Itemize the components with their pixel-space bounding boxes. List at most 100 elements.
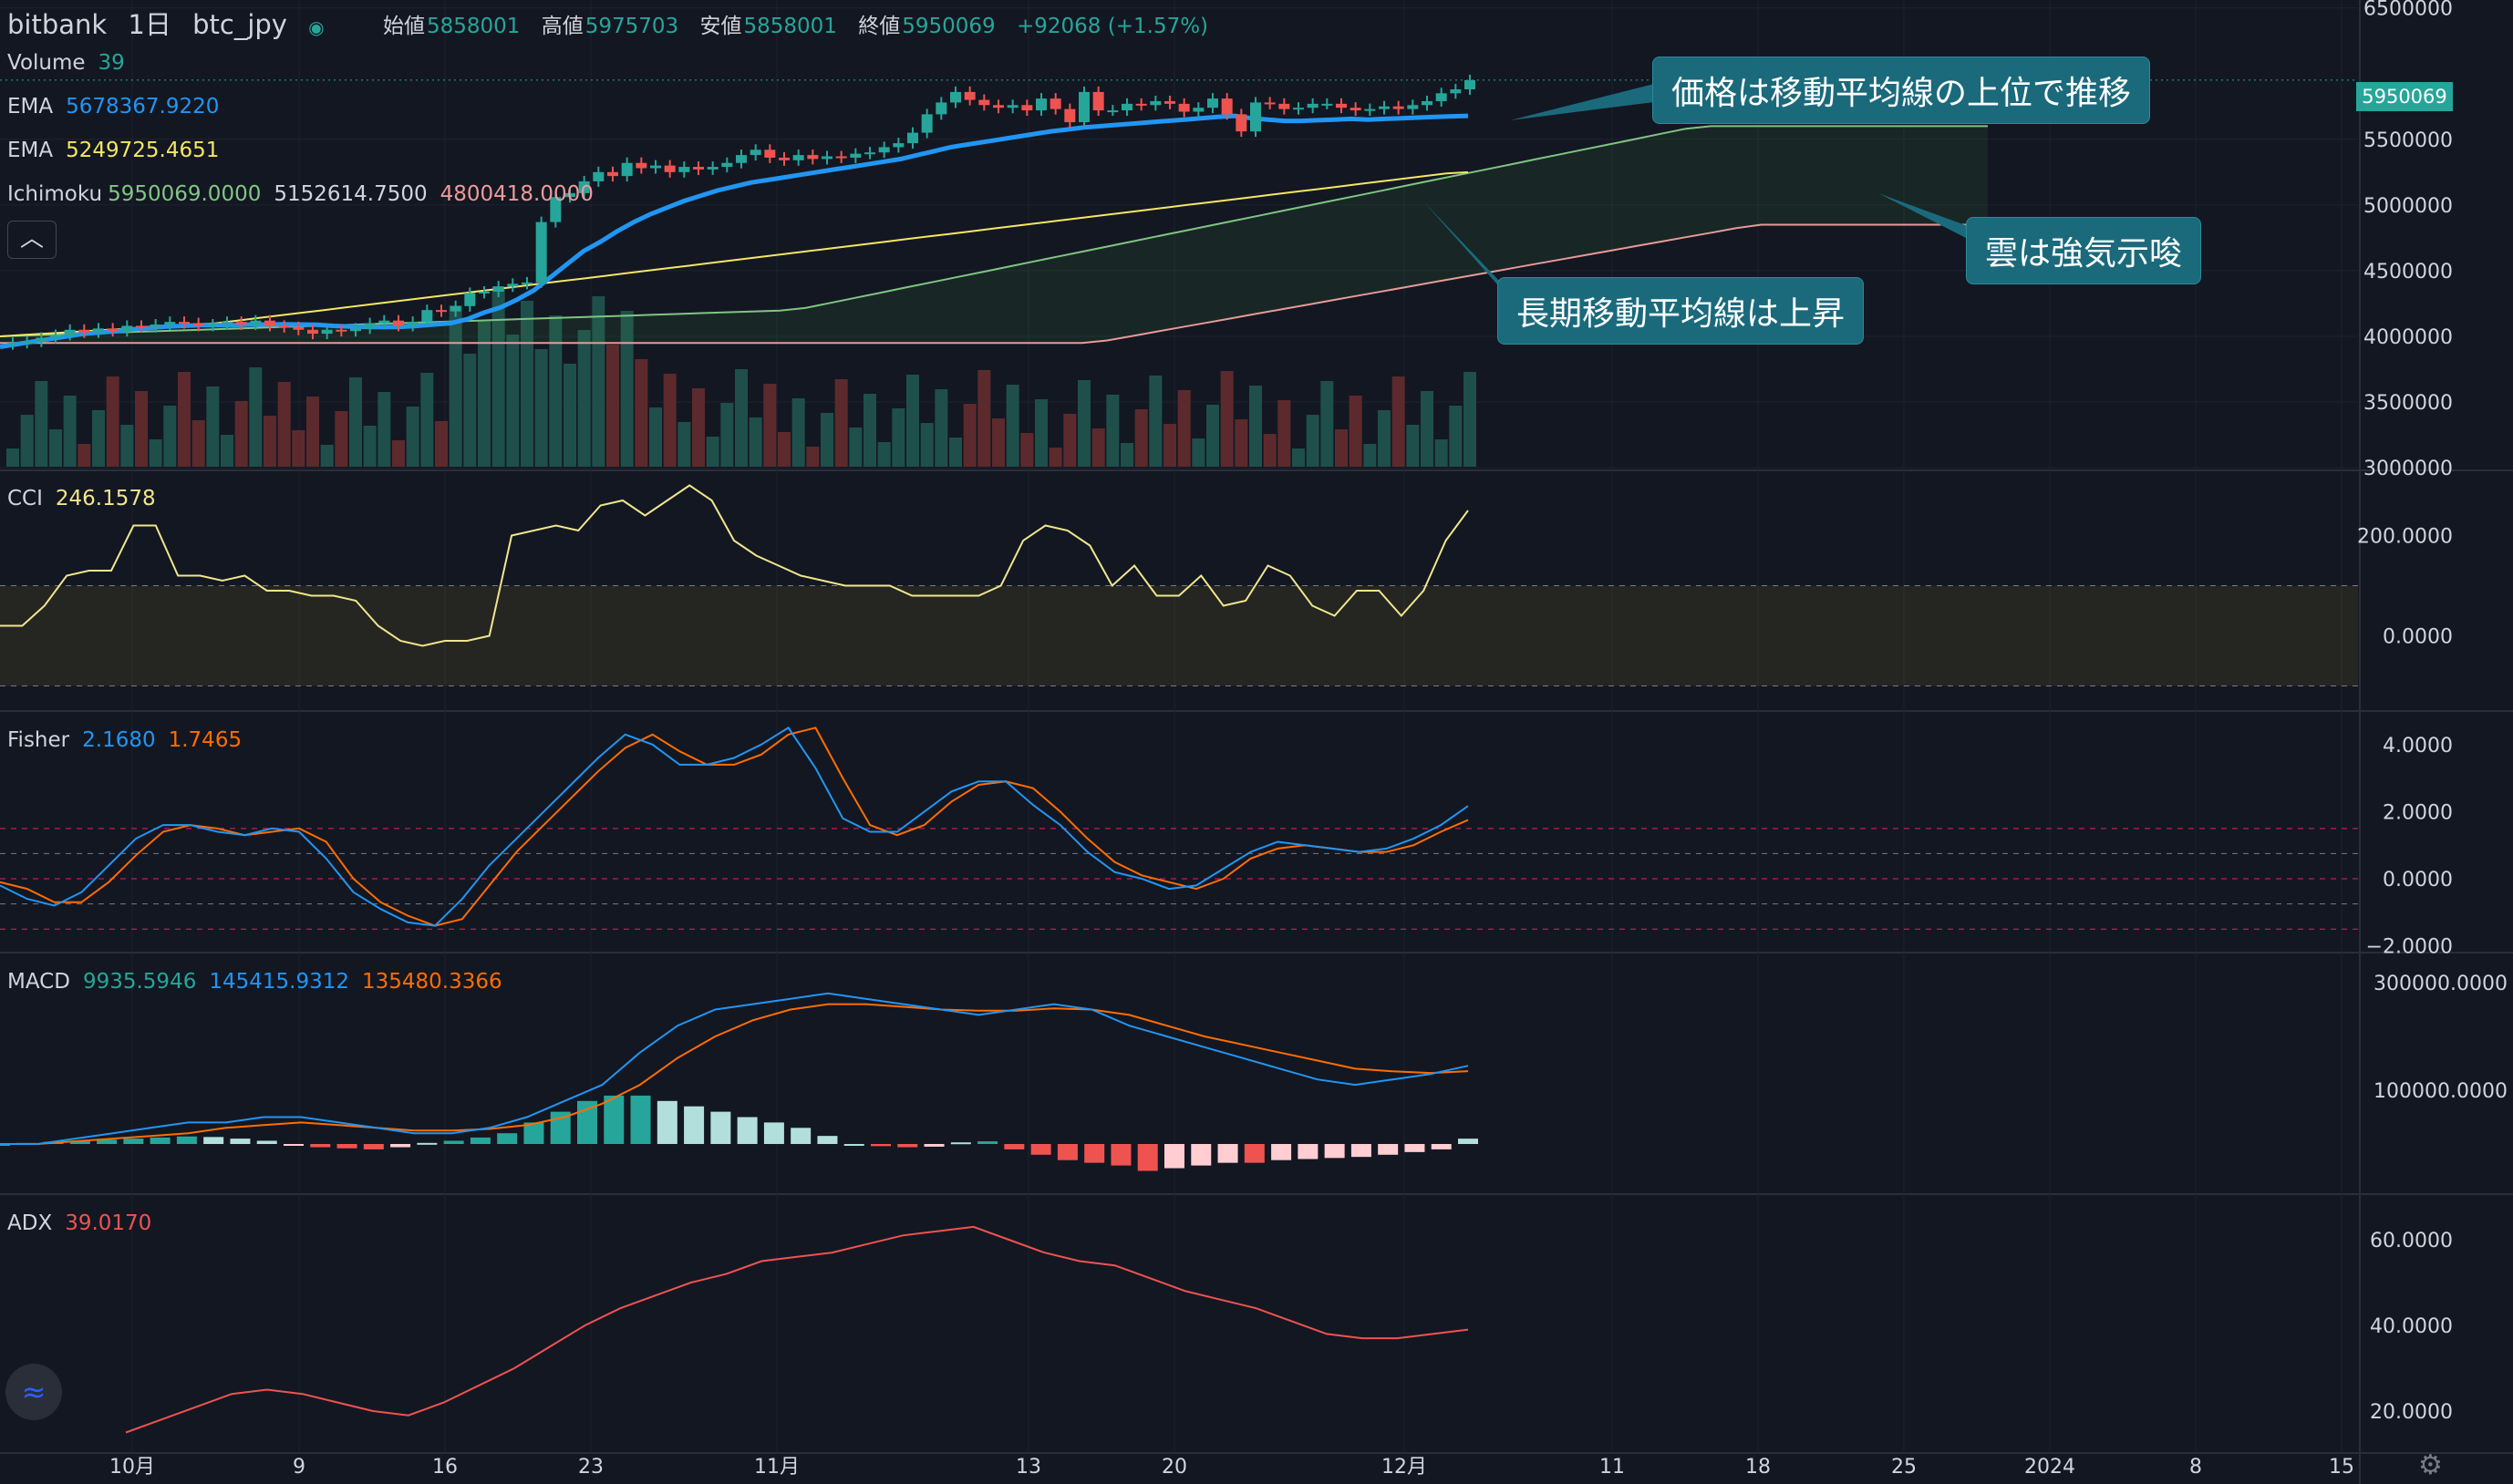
ichimoku-cloud [0,126,1988,344]
legend-cci[interactable]: CCI 246.1578 [7,487,169,510]
volume-bar [1306,415,1319,467]
last-price-label: 5950069 [2356,82,2453,111]
candle-body [450,305,461,312]
macd-histogram-bar [1164,1144,1184,1169]
price-tick-label: 3500000 [2363,392,2453,415]
legend-value: 39 [98,51,125,75]
volume-bar [635,359,648,467]
macd-histogram-bar [336,1144,357,1149]
volume-bar [377,392,391,467]
fisher-tick-label: 0.0000 [2383,869,2453,891]
candle-body [235,322,247,325]
macd-histogram-bar [523,1122,544,1144]
candle-body [1107,110,1119,113]
macd-histogram-bar [417,1142,438,1145]
volume-bar [363,426,377,467]
volume-bar [478,320,491,467]
volume-bar [649,407,662,467]
volume-bar [20,415,34,467]
candle-body [807,155,819,160]
volume-bar [178,372,191,467]
macd-histogram-bar [363,1144,384,1149]
candle-body [1307,103,1319,108]
gear-icon[interactable]: ⚙ [2418,1449,2443,1481]
macd-histogram-bar [1217,1144,1238,1163]
candle-body [1450,89,1462,94]
volume-bar [277,382,291,467]
volume-bar [1349,396,1362,467]
volume-bar [1463,372,1476,467]
fisher-tick-label: 4.0000 [2383,735,2453,757]
volume-bar [906,375,919,467]
legend-value: 2.1680 [82,728,156,752]
candle-body [1150,100,1162,106]
chevron-up-icon[interactable]: ︿ [7,221,57,259]
macd-histogram-bar [1271,1144,1292,1160]
volume-bar [1263,434,1277,467]
legend-ema-fast[interactable]: EMA 5678367.9220 [7,95,232,119]
macd-line [0,992,1469,1145]
legend-name: Volume [7,51,86,75]
interval-label[interactable]: 1日 [128,9,171,40]
candle-body [1221,98,1233,115]
candle-body [1264,102,1276,105]
volume-bar [1363,444,1377,467]
high-value: 5975703 [584,15,679,38]
tradingview-logo-icon[interactable]: ≈ [5,1364,62,1420]
macd-histogram-bar [791,1128,812,1144]
volume-bar [577,330,591,467]
legend-value: 5678367.9220 [66,95,220,119]
macd-histogram-bar [1404,1144,1425,1152]
candle-body [1236,114,1247,132]
volume-bar [306,397,319,467]
volume-bar [1177,390,1191,467]
callout-pointer [1424,202,1512,301]
volume-bar [1391,376,1405,467]
volume-bar [735,369,748,467]
legend-name: Ichimoku [7,182,103,206]
volume-bar [78,444,91,467]
price-tick-label: 6500000 [2363,0,2453,21]
volume-bar [149,439,162,467]
legend-fisher[interactable]: Fisher 2.1680 1.7465 [7,728,254,752]
symbol-label[interactable]: btc_jpy [192,9,287,40]
legend-adx[interactable]: ADX 39.0170 [7,1211,164,1235]
exchange-name[interactable]: bitbank [7,9,108,40]
volume-bar [463,354,477,467]
volume-bar [692,388,705,467]
legend-macd[interactable]: MACD 9935.5946 145415.9312 135480.3366 [7,970,515,994]
volume-bar [606,345,619,467]
legend-volume[interactable]: Volume 39 [7,51,138,75]
candle-body [336,329,347,332]
macd-tick-label: 100000.0000 [2373,1080,2508,1103]
candle-body [1193,108,1205,112]
callout-pointer [1878,193,1968,239]
x-tick-label: 11月 [754,1456,800,1479]
candle-body [1036,98,1047,111]
candle-body [1350,108,1361,111]
x-tick-label: 10月 [109,1456,155,1479]
macd-histogram-bar [1350,1144,1371,1158]
legend-ichimoku[interactable]: Ichimoku 5950069.0000 5152614.7500 4800418.… [7,182,606,206]
candle-body [307,329,318,335]
candle-body [779,157,790,160]
volume-bar [1249,386,1262,467]
candle-body [607,171,618,177]
volume-bar [420,373,434,467]
legend-ema-slow[interactable]: EMA 5249725.4651 [7,139,232,162]
chart-header: bitbank 1日 btc_jpy ◉ [7,4,337,42]
legend-name: MACD [7,970,70,994]
volume-bar [949,438,962,467]
candle-body [21,341,33,344]
macd-histogram-bar [176,1136,197,1144]
candle-body [664,165,676,172]
candle-body [993,105,1004,108]
volume-bar [778,432,791,467]
candle-body [707,167,719,170]
candle-body [1250,102,1261,132]
candle-body [364,323,376,329]
volume-bar [35,381,48,467]
volume-bar [320,445,334,467]
